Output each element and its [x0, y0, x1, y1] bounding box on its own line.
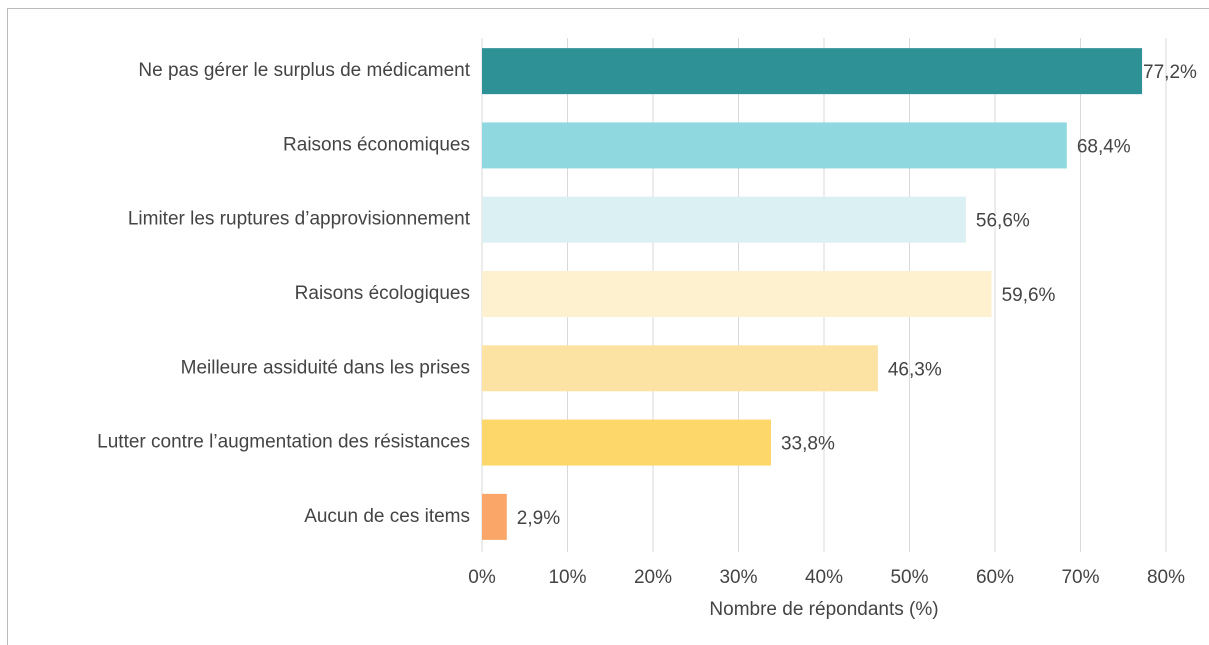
bar — [482, 493, 507, 540]
x-axis-title: Nombre de répondants (%) — [709, 599, 938, 620]
x-tick-label: 50% — [890, 567, 928, 588]
value-label: 59,6% — [1002, 285, 1056, 306]
x-tick-label: 70% — [1061, 567, 1099, 588]
y-tick-label: Limiter les ruptures d’approvisionnement — [128, 209, 471, 230]
y-tick-label: Meilleure assiduité dans les prises — [181, 357, 470, 378]
x-tick-label: 30% — [719, 567, 757, 588]
value-label: 68,4% — [1077, 136, 1131, 157]
value-label: 46,3% — [888, 359, 942, 380]
frame — [7, 8, 1209, 645]
x-tick-label: 40% — [805, 567, 843, 588]
value-label: 33,8% — [781, 434, 835, 455]
bar — [482, 271, 992, 317]
y-tick-label: Aucun de ces items — [304, 506, 470, 527]
y-tick-label: Raisons écologiques — [295, 283, 470, 304]
y-tick-label: Lutter contre l’augmentation des résista… — [97, 432, 470, 453]
bar — [482, 345, 878, 392]
bar — [482, 122, 1067, 169]
value-label: 2,9% — [517, 508, 560, 529]
x-tick-label: 20% — [634, 567, 672, 588]
y-tick-label: Raisons économiques — [283, 134, 470, 155]
x-tick-label: 80% — [1147, 567, 1185, 588]
bar — [482, 419, 771, 466]
value-label: 56,6% — [976, 211, 1030, 232]
value-label: 77,2% — [1143, 62, 1197, 83]
bar — [482, 48, 1143, 95]
x-tick-label: 10% — [548, 567, 586, 588]
bar — [482, 196, 966, 243]
y-tick-label: Ne pas gérer le surplus de médicament — [138, 60, 470, 81]
x-tick-label: 0% — [468, 567, 496, 588]
x-tick-label: 60% — [976, 567, 1014, 588]
